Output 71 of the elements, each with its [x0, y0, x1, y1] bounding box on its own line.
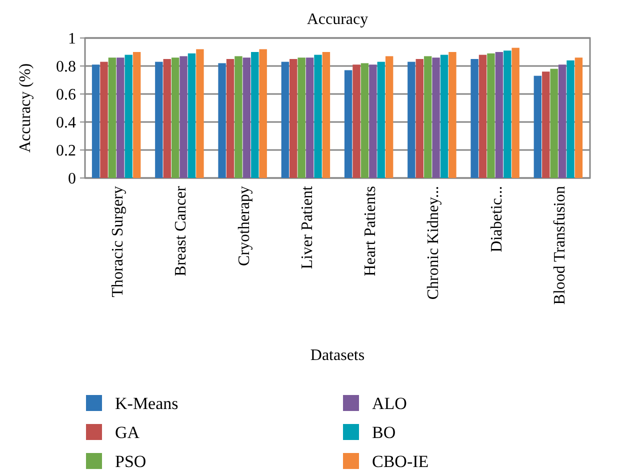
x-tick-label: Cryotherapy	[236, 186, 253, 266]
bar	[298, 58, 306, 178]
bar	[132, 52, 141, 178]
y-tick-label: 0.8	[56, 58, 76, 76]
bar	[377, 62, 385, 178]
bar	[470, 59, 478, 178]
bar	[369, 64, 377, 178]
bar	[124, 54, 132, 178]
bar	[360, 63, 369, 178]
bar	[171, 58, 180, 178]
bar	[218, 63, 226, 178]
legend-label: CBO-IE	[372, 452, 429, 470]
bar	[100, 62, 108, 178]
y-tick-label: 0.6	[56, 86, 76, 104]
bar	[558, 64, 566, 178]
bar	[281, 62, 290, 178]
y-tick-label: 0.2	[56, 142, 76, 160]
x-tick-label: Blood Transfusion	[551, 186, 568, 305]
bar	[574, 58, 583, 178]
bar	[504, 50, 512, 178]
bar	[542, 72, 550, 178]
y-tick-label: 1	[68, 30, 76, 48]
y-tick-label: 0	[68, 170, 76, 188]
bar	[478, 54, 487, 178]
bar	[322, 52, 330, 178]
bar	[188, 53, 196, 178]
bar	[259, 49, 267, 178]
bar	[226, 59, 234, 178]
bar	[196, 49, 204, 178]
bar	[534, 76, 542, 178]
bar	[344, 70, 352, 178]
bar	[432, 58, 440, 178]
bar	[385, 56, 394, 178]
bar	[242, 58, 251, 178]
bar	[448, 52, 456, 178]
bar	[314, 54, 322, 178]
bar	[512, 48, 520, 178]
bar	[424, 56, 432, 178]
bar	[155, 62, 163, 178]
chart-title: Accuracy	[306, 11, 368, 28]
x-tick-label: Diabetic...	[488, 186, 506, 252]
bar	[566, 60, 574, 178]
bar	[108, 58, 116, 178]
bar	[251, 52, 259, 178]
legend-label: ALO	[372, 394, 407, 413]
bar	[416, 59, 424, 178]
bar	[408, 62, 416, 178]
x-axis-title: Datasets	[310, 347, 365, 364]
x-tick-label: Liver Patient	[298, 185, 316, 270]
bar	[440, 54, 448, 178]
bar	[550, 68, 558, 178]
bar	[116, 58, 124, 178]
bar	[92, 64, 100, 178]
x-tick-label: Thoracic Surgery	[110, 186, 127, 298]
bar	[234, 56, 242, 178]
bar	[290, 59, 298, 178]
x-tick-label: Breast Cancer	[172, 185, 190, 276]
x-tick-label: Heart Patients	[362, 186, 380, 276]
legend-label: BO	[372, 422, 396, 442]
bar	[352, 64, 360, 178]
bar	[180, 56, 188, 178]
legend-label: K-Means	[115, 394, 178, 413]
legend-label: GA	[115, 422, 140, 442]
y-tick-label: 0.4	[56, 114, 76, 132]
bar	[163, 59, 171, 178]
bar	[306, 58, 314, 178]
x-tick-label: Chronic Kidney...	[425, 186, 442, 300]
y-axis-title: Accuracy (%)	[17, 63, 34, 153]
bar	[495, 52, 504, 178]
bar	[487, 53, 495, 178]
legend-label: PSO	[115, 452, 146, 470]
